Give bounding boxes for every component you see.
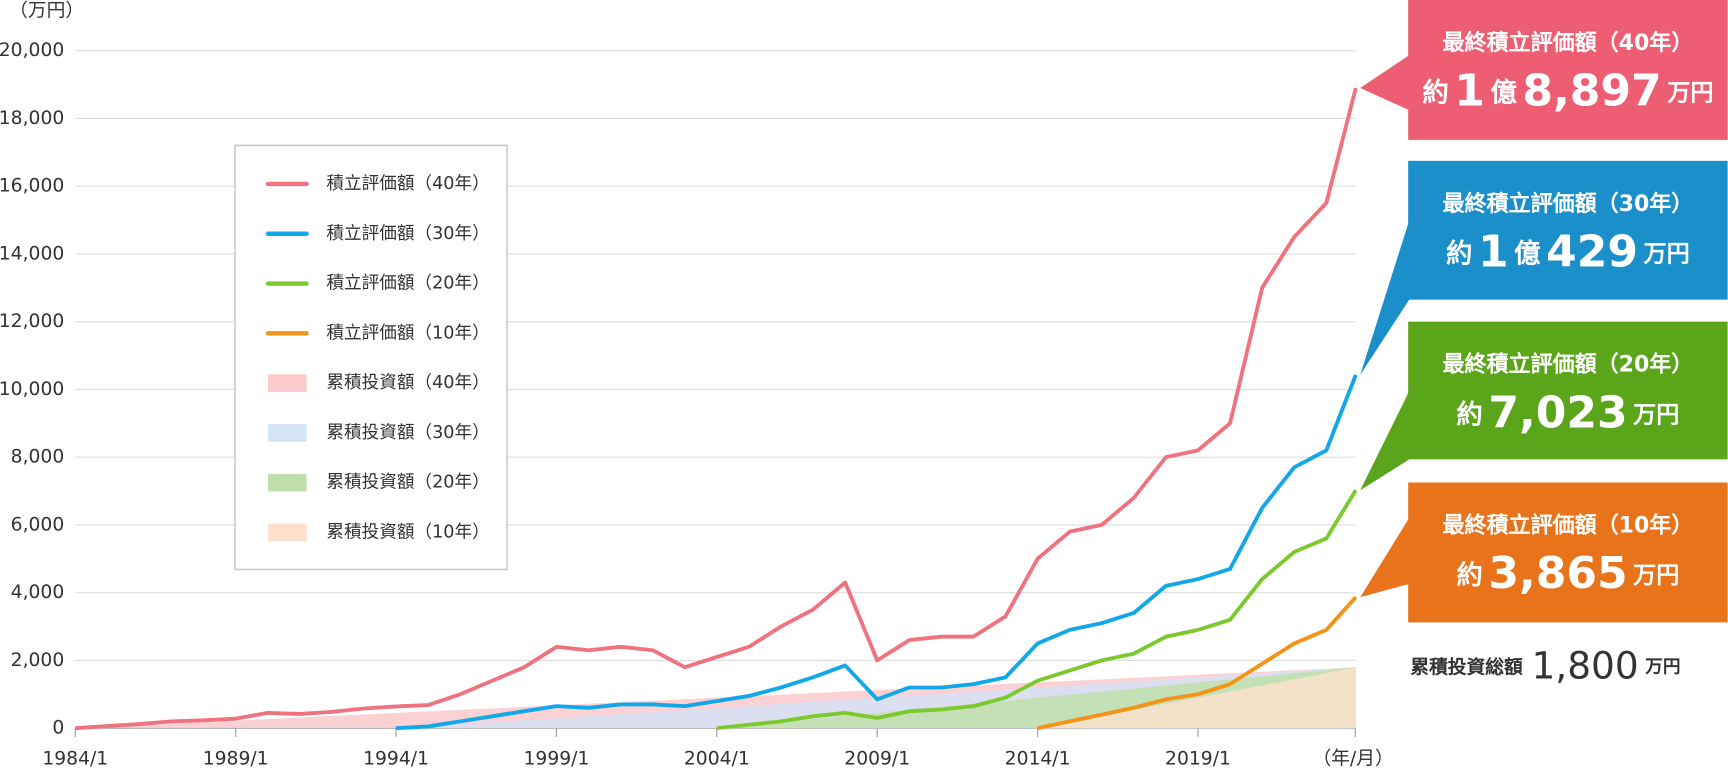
callout-amount-part: 429 [1546, 226, 1638, 277]
legend-swatch [268, 374, 307, 392]
callout-amount-part: 7,023 [1488, 387, 1627, 438]
x-tick-label: 2014/1 [1005, 748, 1071, 769]
legend-label: 累積投資額（10年） [326, 523, 489, 543]
callout-pointer [1360, 517, 1410, 598]
y-tick-label: 12,000 [0, 311, 64, 332]
legend-label: 積立評価額（10年） [326, 323, 489, 343]
callout-amount-part: 約 [1456, 399, 1482, 430]
legend-label: 累積投資額（20年） [326, 473, 489, 493]
total-amount: 1,800 [1532, 643, 1639, 687]
y-tick-label: 20,000 [0, 40, 64, 61]
x-tick-label: 2004/1 [684, 748, 750, 769]
callout-amount-part: 約 [1456, 560, 1482, 591]
legend-swatch [268, 473, 307, 492]
callout-amount: 約 3,865 万円 [1456, 548, 1679, 599]
total-text: 累積投資総額 1,800 万円 [1410, 643, 1680, 687]
callout-amount: 約 1 億 8,897 万円 [1422, 66, 1713, 117]
callout-amount-part: 1 [1454, 66, 1485, 117]
valuation-line [395, 374, 1358, 731]
legend-label: 累積投資額（30年） [326, 423, 489, 443]
total-label: 累積投資総額 [1410, 656, 1523, 678]
total-unit: 万円 [1644, 658, 1680, 678]
y-axis-label: （万円） [9, 1, 84, 22]
callout-title: 最終積立評価額（40年） [1443, 30, 1694, 56]
callout-amount-part: 万円 [1667, 80, 1713, 106]
callout-box [1408, 482, 1728, 623]
x-tick-label: 1989/1 [203, 748, 269, 769]
callout-amount-part: 万円 [1633, 402, 1679, 428]
callout-amount-part: 万円 [1644, 241, 1690, 267]
callout-amount: 約 1 億 429 万円 [1446, 226, 1690, 277]
callout-pointer [1360, 220, 1410, 375]
y-tick-label: 16,000 [0, 176, 64, 197]
x-tick-label: 1994/1 [363, 748, 429, 769]
investment-area [1037, 667, 1356, 729]
y-tick-label: 10,000 [0, 379, 64, 400]
y-tick-label: 2,000 [11, 650, 65, 671]
y-tick-label: 6,000 [11, 514, 65, 535]
y-tick-label: 4,000 [11, 582, 65, 603]
callout-amount-part: 3,865 [1488, 548, 1627, 599]
y-tick-label: 8,000 [11, 447, 65, 468]
legend-label: 積立評価額（40年） [326, 174, 489, 194]
x-axis-label: （年/月） [1313, 748, 1394, 769]
legend-swatch [268, 424, 307, 442]
valuation-line [75, 87, 1358, 731]
callout-amount-part: 8,897 [1522, 66, 1661, 117]
valuation-line [716, 489, 1358, 731]
legend-box [234, 144, 508, 571]
callout-amount-part: 億 [1490, 77, 1517, 108]
x-tick-label: 1984/1 [42, 748, 108, 769]
y-tick-label: 0 [52, 718, 64, 739]
legend-swatch [268, 523, 307, 542]
callout-amount-part: 億 [1514, 238, 1541, 269]
legend-label: 積立評価額（30年） [326, 224, 489, 244]
callout-box [1408, 0, 1728, 140]
callout-title: 最終積立評価額（10年） [1443, 513, 1694, 539]
callout-amount-part: 1 [1478, 226, 1509, 277]
callout-title: 最終積立評価額（20年） [1443, 352, 1694, 378]
callout-pointer [1360, 391, 1410, 491]
legend-label: 累積投資額（40年） [326, 373, 489, 393]
callout-amount-part: 約 [1422, 77, 1448, 108]
callout-amount: 約 7,023 万円 [1456, 387, 1679, 438]
callout-box [1408, 160, 1728, 300]
valuation-line [1037, 595, 1358, 731]
callout-amount-part: 万円 [1633, 563, 1679, 589]
x-tick-label: 1999/1 [524, 748, 590, 769]
y-tick-label: 14,000 [0, 243, 64, 264]
x-tick-label: 2009/1 [844, 748, 910, 769]
callout-title: 最終積立評価額（30年） [1443, 191, 1694, 217]
callout-pointer [1360, 55, 1410, 111]
callout-amount-part: 約 [1446, 238, 1472, 269]
callout-box [1408, 321, 1728, 460]
x-tick-label: 2019/1 [1165, 748, 1231, 769]
y-tick-label: 18,000 [0, 108, 64, 129]
legend-label: 積立評価額（20年） [326, 274, 489, 294]
